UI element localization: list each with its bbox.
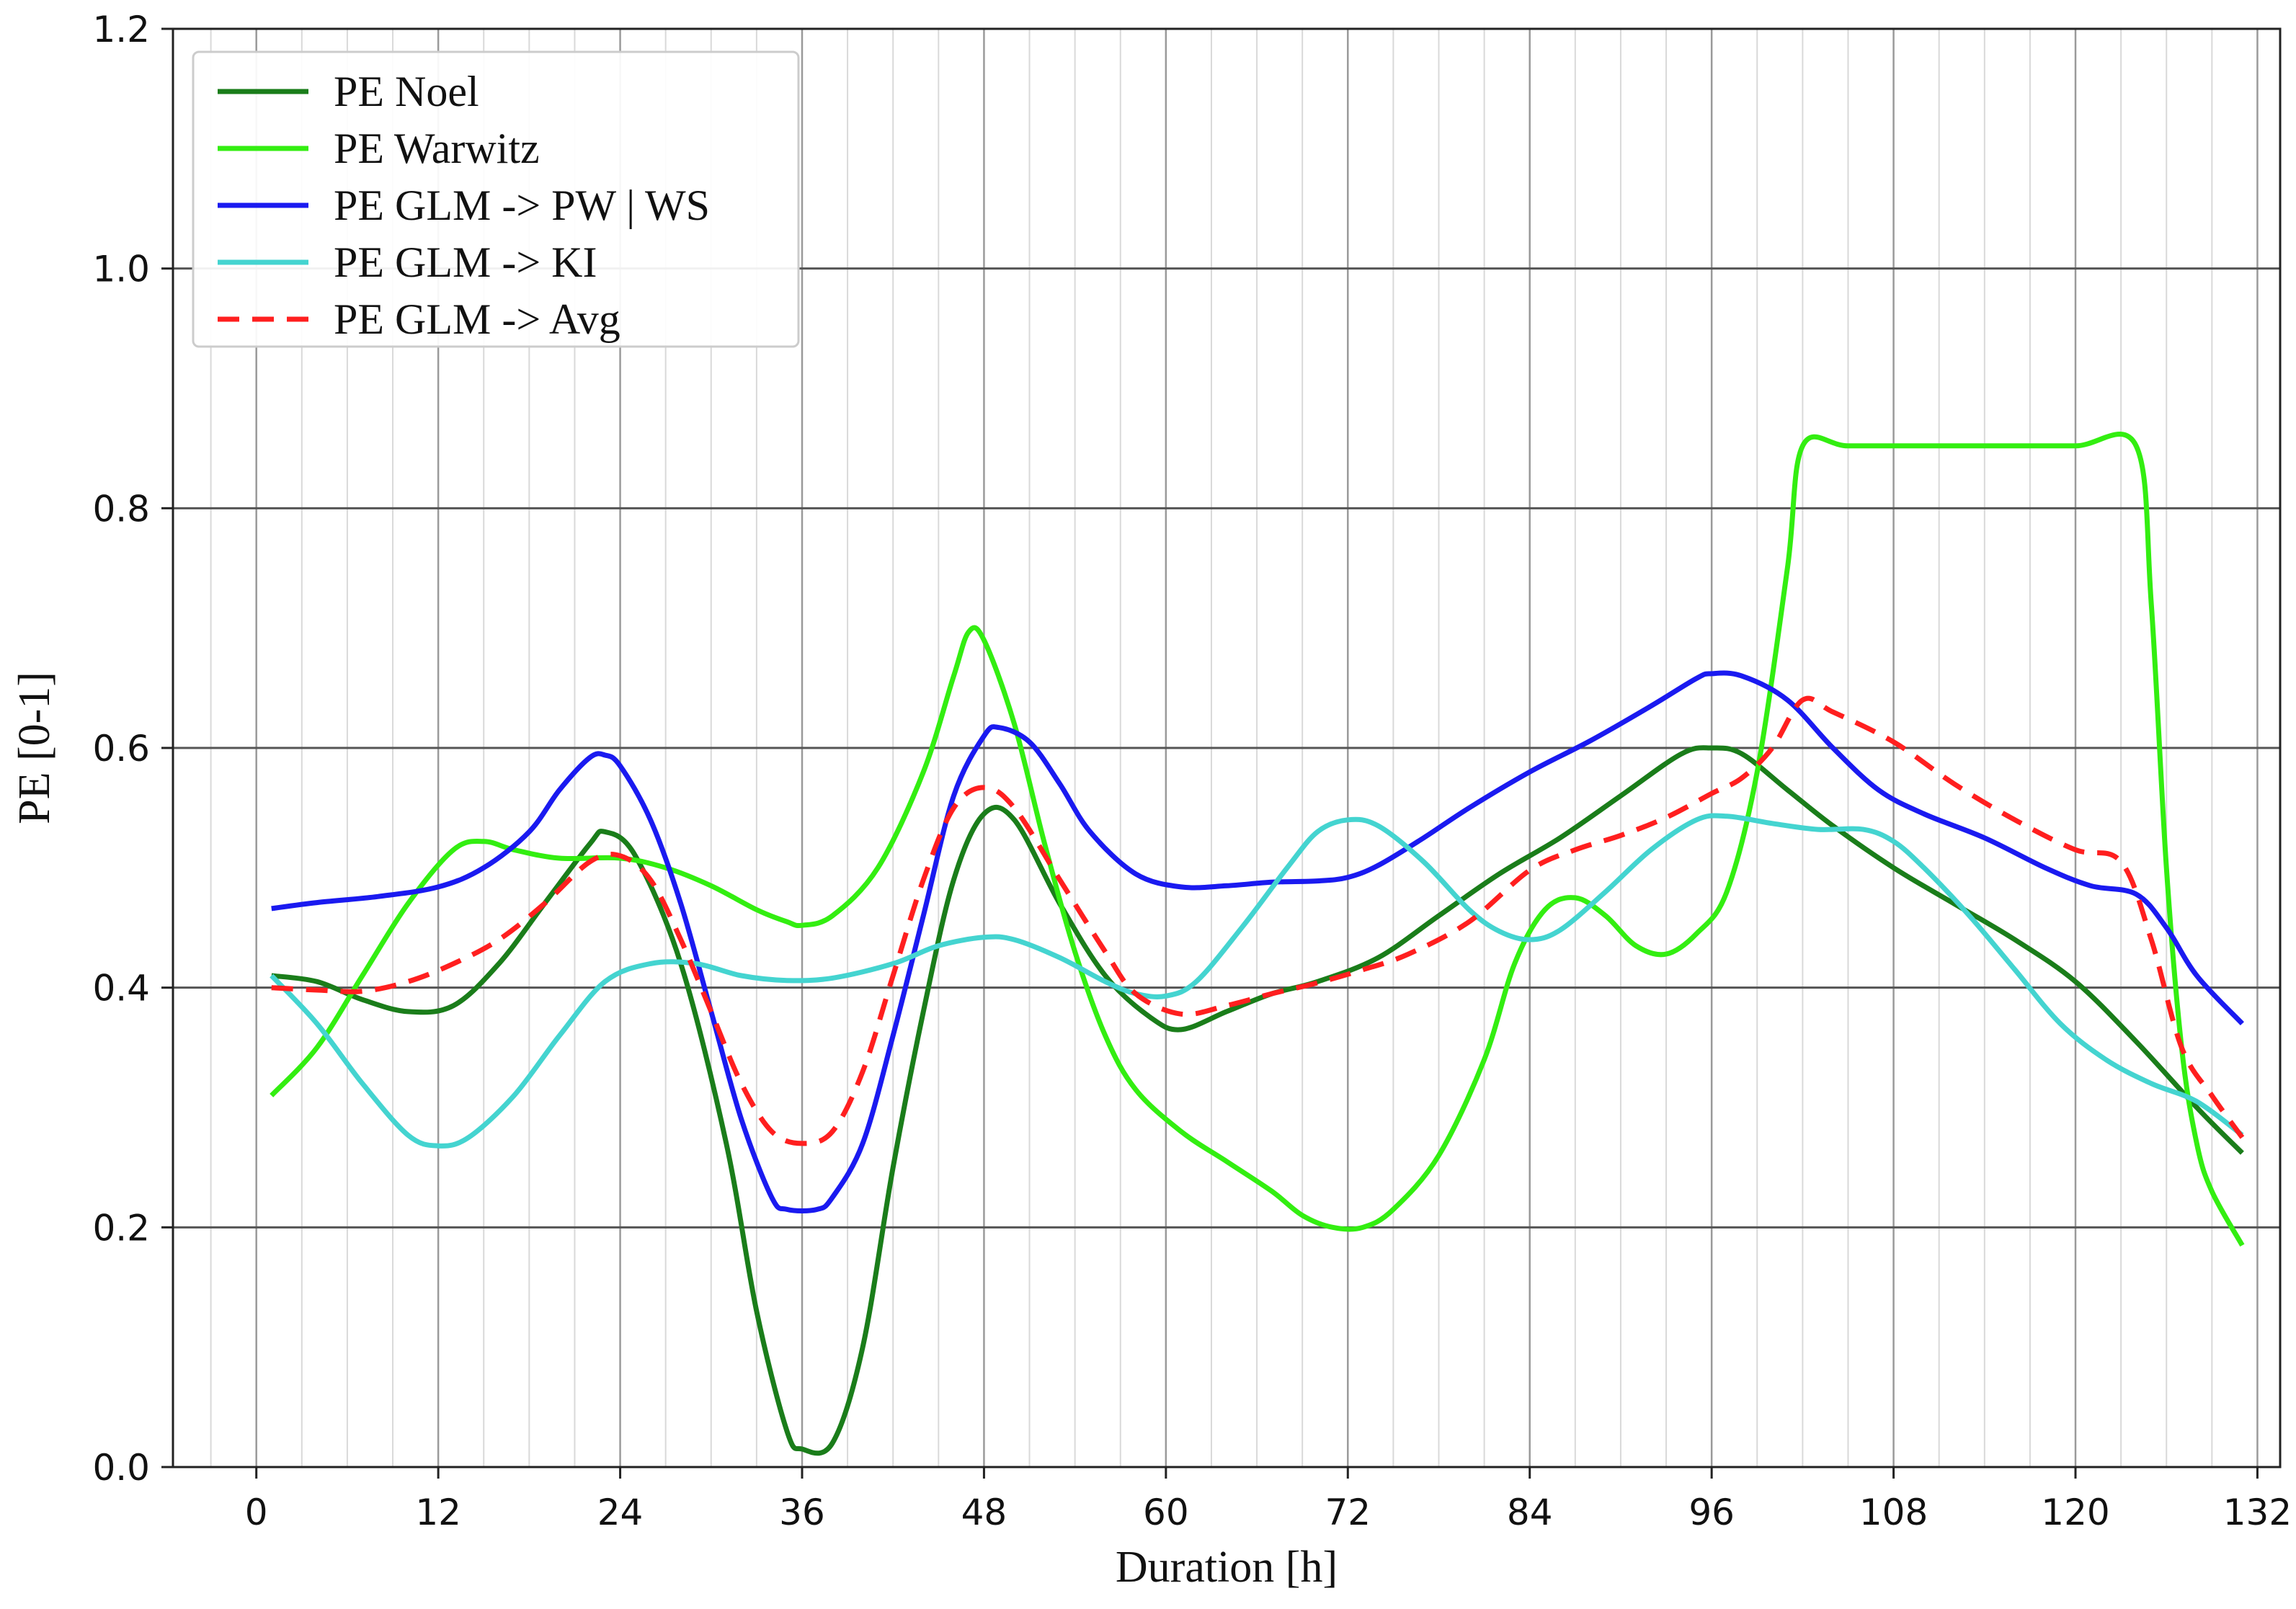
y-axis-label: PE [0-1] [10,672,59,824]
series-line-2 [270,432,2245,1247]
y-tick-label: 0.6 [92,728,150,770]
x-tick-label: 72 [1325,1492,1371,1533]
x-tick-label: 12 [415,1492,461,1533]
legend-entry: PE GLM -> PW | WS [334,182,710,229]
x-tick-label: 36 [779,1492,825,1533]
x-axis-label: Duration [h] [1116,1543,1338,1592]
y-tick-label: 1.2 [92,9,150,50]
series-lines [270,432,2245,1456]
x-tick-label: 96 [1688,1492,1735,1533]
y-tick-label: 0.2 [92,1207,150,1249]
y-tick-label: 0.0 [92,1447,150,1489]
x-tick-label: 132 [2223,1492,2292,1533]
legend-entry: PE GLM -> KI [334,239,597,286]
series-line-5 [271,695,2245,1146]
x-tick-label: 24 [597,1492,644,1533]
y-tick-label: 1.0 [92,249,150,290]
series-line-1 [271,745,2244,1456]
x-axis: 0 12 24 36 48 60 72 84 96 108 120 132 [245,1467,2292,1533]
legend-entry: PE Warwitz [334,125,540,172]
legend-entry: PE Noel [334,68,479,115]
legend-entry: PE GLM -> Avg [334,295,620,343]
x-tick-label: 120 [2041,1492,2109,1533]
legend-box [192,50,800,348]
y-tick-label: 0.8 [92,488,150,530]
x-tick-label: 84 [1507,1492,1553,1533]
y-axis: 0.0 0.2 0.4 0.6 0.8 1.0 1.2 [92,9,173,1489]
x-tick-label: 108 [1859,1492,1928,1533]
x-tick-label: 48 [961,1492,1007,1533]
y-tick-label: 0.4 [92,968,150,1009]
x-tick-label: 0 [245,1492,268,1533]
x-tick-label: 60 [1143,1492,1189,1533]
series-line-4 [270,813,2244,1149]
legend: PE Noel PE Warwitz PE GLM -> PW | WS PE GLM… [192,50,800,348]
series-line-3 [271,670,2244,1213]
